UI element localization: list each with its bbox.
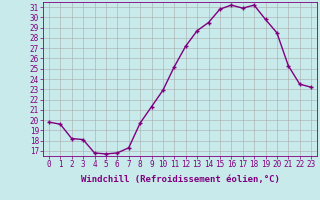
- X-axis label: Windchill (Refroidissement éolien,°C): Windchill (Refroidissement éolien,°C): [81, 175, 279, 184]
